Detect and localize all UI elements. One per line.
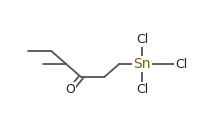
Text: O: O bbox=[65, 83, 75, 96]
Text: Cl: Cl bbox=[175, 58, 187, 71]
Text: Cl: Cl bbox=[136, 83, 148, 96]
Text: Cl: Cl bbox=[136, 32, 148, 46]
Text: Sn: Sn bbox=[133, 57, 151, 71]
